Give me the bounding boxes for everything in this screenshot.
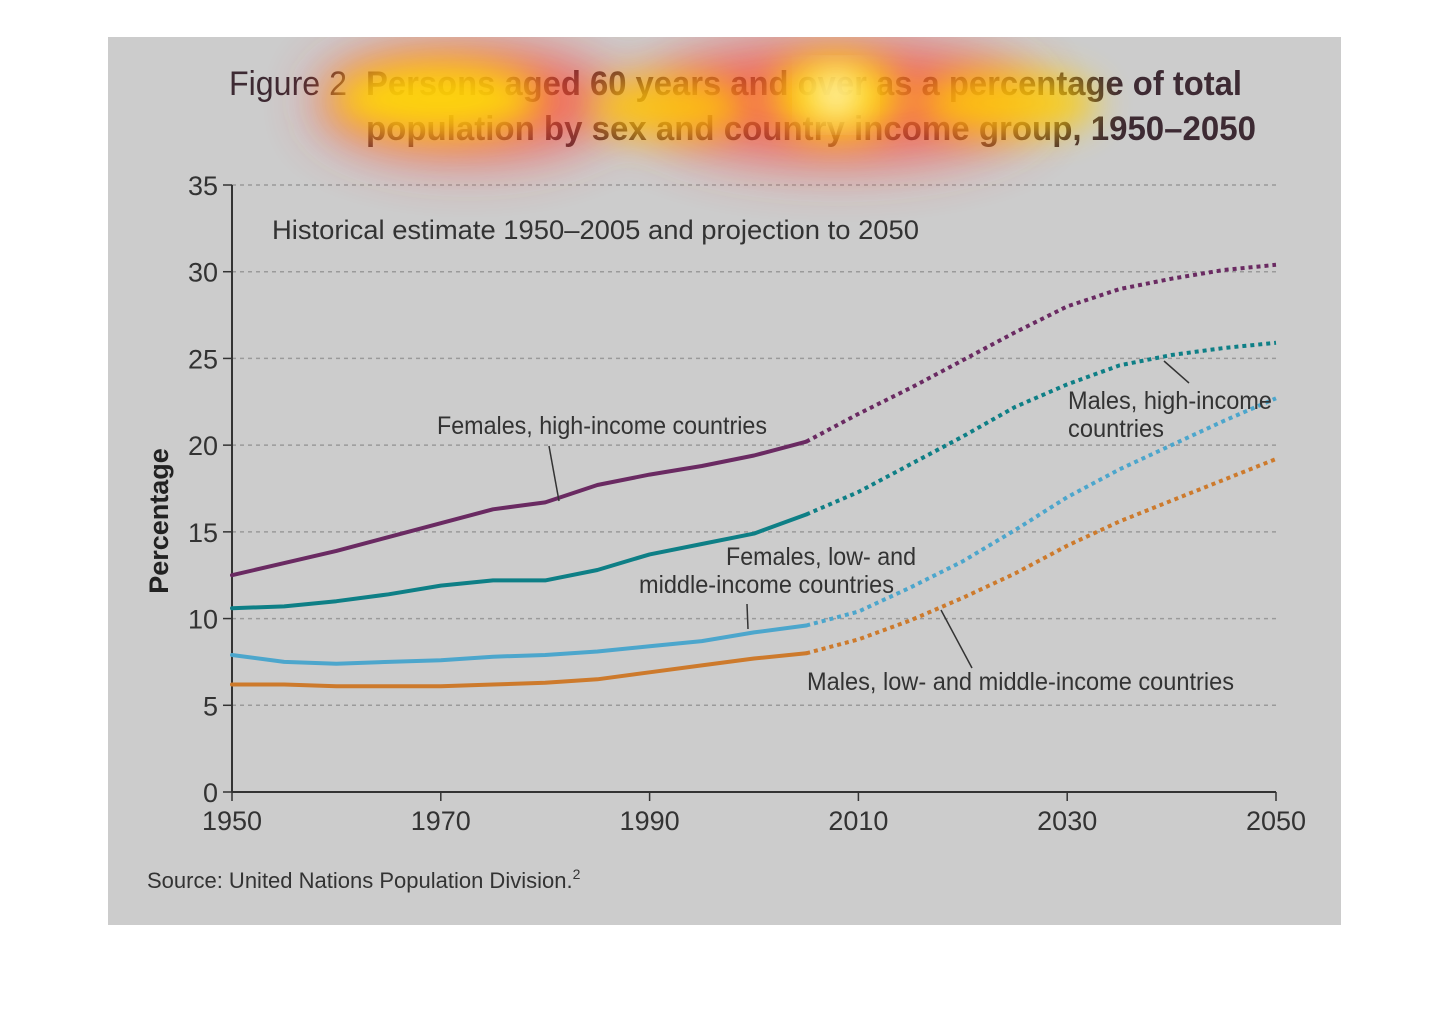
x-tick-label: 2010 xyxy=(828,806,888,836)
series-line-historical-0 xyxy=(230,439,809,578)
y-ticks: 0 5 10 15 20 25 30 35 xyxy=(188,171,232,808)
y-tick-label: 30 xyxy=(188,258,218,288)
x-tick-label: 1990 xyxy=(620,806,680,836)
figure-panel: Figure 2 Persons aged 60 years and over … xyxy=(108,37,1341,925)
series-line-projection-3 xyxy=(805,457,1277,656)
annotation-females-low-line2: middle-income countries xyxy=(639,571,894,599)
annotation-females-high: Females, high-income countries xyxy=(437,412,767,440)
series-line-historical-3 xyxy=(230,651,809,689)
source-superscript: 2 xyxy=(573,866,581,882)
gridlines xyxy=(232,184,1276,707)
x-tick-label: 1970 xyxy=(411,806,471,836)
series-line-projection-1 xyxy=(805,340,1277,517)
series-line-historical-2 xyxy=(230,623,809,666)
y-tick-label: 35 xyxy=(188,171,218,201)
source-text: Source: United Nations Population Divisi… xyxy=(147,868,573,893)
figure-title-line1: Persons aged 60 years and over as a perc… xyxy=(366,65,1242,103)
y-tick-label: 25 xyxy=(188,344,218,374)
y-axis-label: Percentage xyxy=(144,448,174,594)
series-line-historical-1 xyxy=(230,512,809,611)
annotation-males-low: Males, low- and middle-income countries xyxy=(807,668,1234,696)
annotation-leader-males-low xyxy=(940,609,973,669)
figure-title-line2: population by sex and country income gro… xyxy=(366,110,1256,148)
y-tick-label: 5 xyxy=(203,691,218,721)
x-tick-label: 2030 xyxy=(1037,806,1097,836)
source-note: Source: United Nations Population Divisi… xyxy=(147,866,581,893)
axes xyxy=(231,185,1276,793)
chart-subtitle: Historical estimate 1950–2005 and projec… xyxy=(272,215,919,245)
annotations: Females, high-income countries Males, hi… xyxy=(437,360,1272,696)
annotation-males-high-line2: countries xyxy=(1068,415,1164,443)
y-tick-label: 20 xyxy=(188,431,218,461)
series-line-projection-0 xyxy=(805,262,1277,444)
annotation-females-low-line1: Females, low- and xyxy=(726,543,916,571)
annotation-males-high-line1: Males, high-income xyxy=(1068,387,1272,415)
x-tick-label: 1950 xyxy=(202,806,262,836)
series-lines xyxy=(230,262,1277,689)
annotation-leader-females-high xyxy=(548,445,560,502)
line-chart: Figure 2 Persons aged 60 years and over … xyxy=(144,65,1306,893)
y-tick-label: 15 xyxy=(188,518,218,548)
annotation-leader-males-high xyxy=(1163,360,1190,384)
y-tick-label: 0 xyxy=(203,778,218,808)
y-tick-label: 10 xyxy=(188,605,218,635)
series-line-projection-2 xyxy=(805,396,1277,628)
annotation-leader-females-low xyxy=(746,603,749,630)
x-tick-label: 2050 xyxy=(1246,806,1306,836)
x-ticks: 1950 1970 1990 2010 2030 2050 xyxy=(202,792,1306,836)
figure-label: Figure 2 xyxy=(229,65,347,103)
